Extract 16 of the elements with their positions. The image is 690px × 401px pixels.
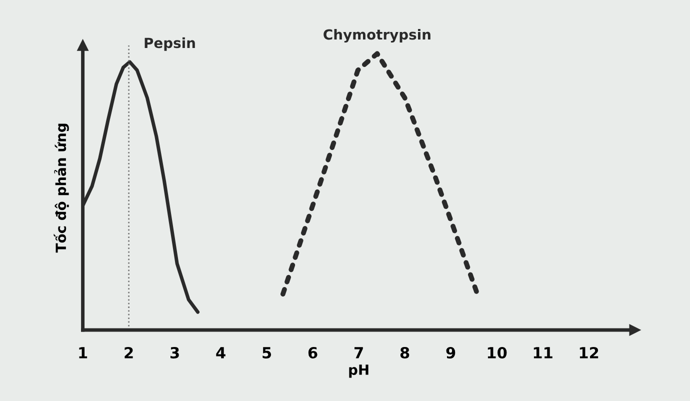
x-tick-label: 2	[124, 346, 133, 358]
x-tick-label: 7	[354, 347, 363, 358]
series-label: Pepsin	[144, 37, 195, 51]
x-tick-label: 6	[308, 346, 318, 359]
x-tick-label: 12	[580, 346, 598, 358]
series-label: Chymotrypsin	[324, 29, 430, 43]
x-tick-label: 3	[170, 346, 179, 359]
x-axis-title: pH	[349, 364, 368, 378]
x-tick-label: 5	[262, 347, 272, 359]
y-axis-title: Tốc độ phản ứng	[54, 124, 69, 253]
x-tick-label: 1	[79, 347, 88, 358]
x-tick-label: 9	[446, 346, 456, 359]
x-tick-label: 10	[488, 346, 507, 359]
x-tick-label: 11	[534, 347, 552, 358]
x-tick-label: 4	[216, 347, 226, 358]
x-tick-label: 8	[400, 346, 410, 359]
